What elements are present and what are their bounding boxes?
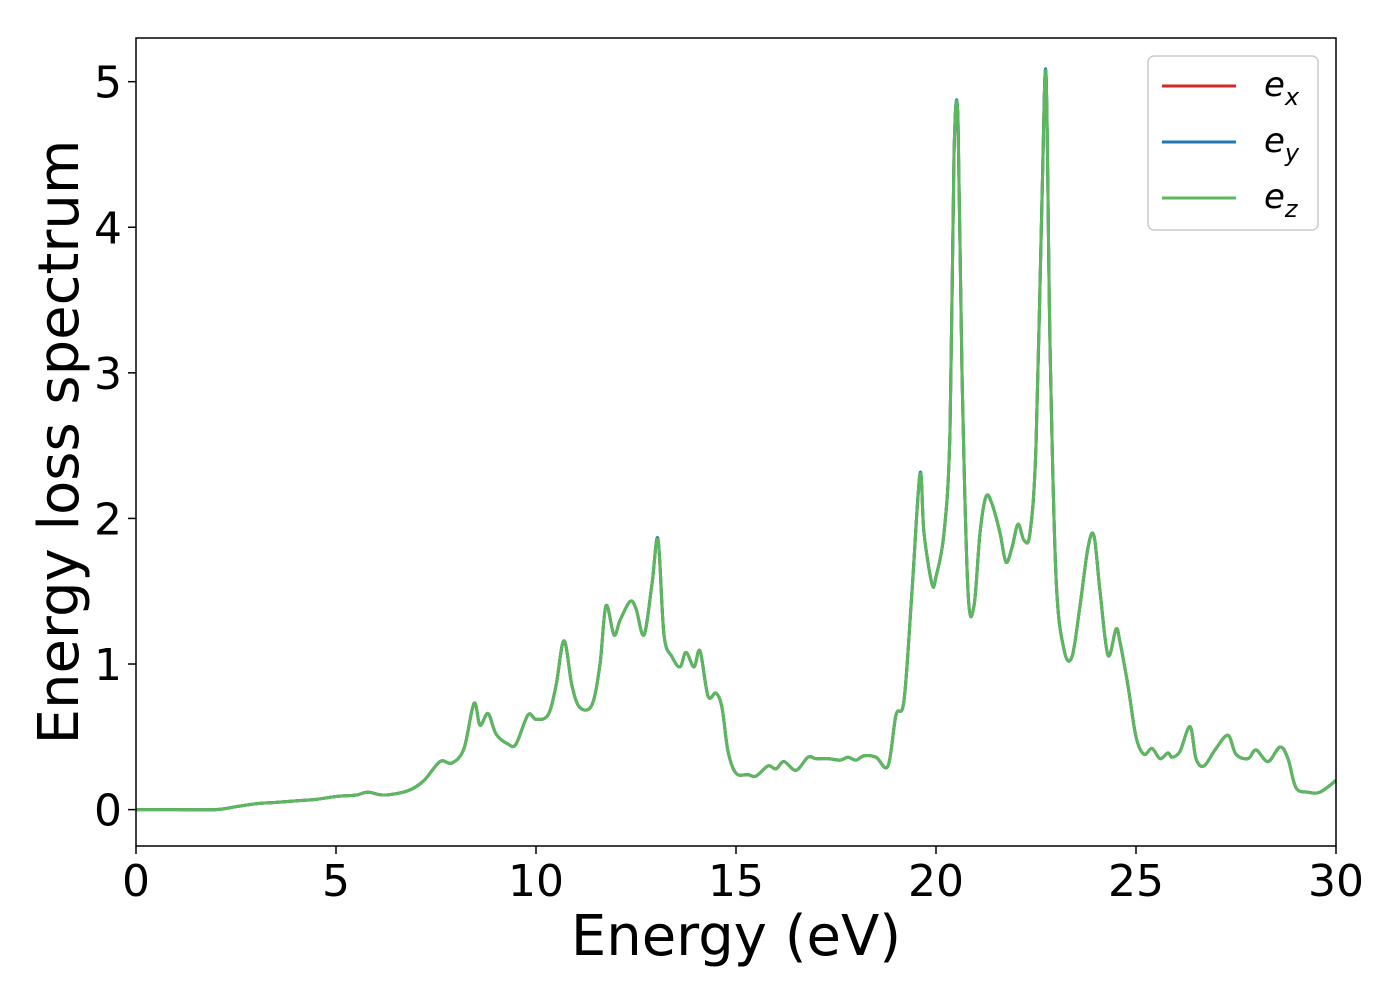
x-axis-label: Energy (eV) — [571, 904, 901, 969]
y-tick-label: 5 — [94, 58, 122, 109]
x-axis-ticks: 0 5 10 15 20 25 30 — [122, 846, 1364, 907]
y-tick-label: 3 — [94, 349, 122, 400]
series-layer — [136, 67, 1336, 812]
y-tick-label: 0 — [94, 786, 122, 837]
legend-label-ez: ez — [1264, 177, 1299, 223]
x-tick-label: 20 — [908, 856, 964, 907]
legend-label-ey: ey — [1264, 121, 1300, 167]
legend-label-ex: ex — [1264, 65, 1300, 111]
x-tick-label: 5 — [322, 856, 350, 907]
legend: ex ey ez — [1147, 55, 1319, 231]
y-tick-label: 1 — [94, 640, 122, 691]
x-tick-label: 15 — [708, 856, 764, 907]
y-tick-label: 4 — [94, 203, 122, 254]
x-tick-label: 25 — [1108, 856, 1164, 907]
y-tick-label: 2 — [94, 494, 122, 545]
y-axis-label: Energy loss spectrum — [27, 140, 92, 745]
y-axis-ticks: 0 1 2 3 4 5 — [94, 58, 136, 837]
x-tick-label: 0 — [122, 856, 150, 907]
x-tick-label: 30 — [1308, 856, 1364, 907]
x-tick-label: 10 — [508, 856, 564, 907]
series-line-ez — [136, 68, 1336, 812]
